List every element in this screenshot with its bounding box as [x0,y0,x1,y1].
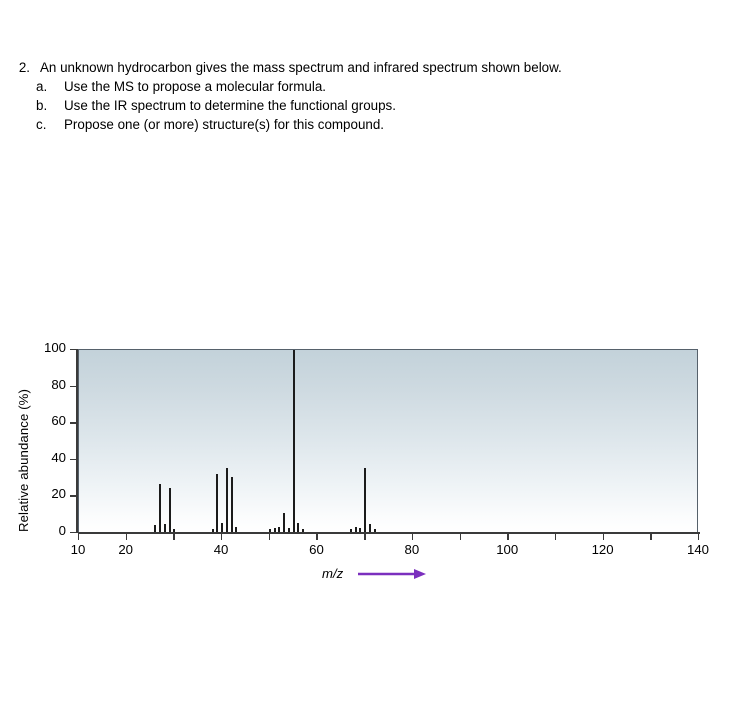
question-sub-item-a: a. Use the MS to propose a molecular for… [0,77,733,96]
ms-x-tick-label: 10 [70,542,86,557]
ms-direction-arrow-icon [358,569,426,579]
ms-plot-area [78,349,698,532]
ir-spectrum-figure: Transmittance (%) 0204060801004000350030… [0,420,733,680]
ms-x-tick [221,533,223,540]
ms-peak [354,527,357,532]
mass-spectrum-figure: Relative abundance (%) 10 20 40 60 80 100 120 1… [0,168,733,581]
ms-y-tick [70,495,77,497]
ms-peak [221,522,224,532]
ms-y-tick [70,422,77,424]
ms-peak [368,523,371,532]
ms-x-tick [364,533,366,540]
ms-y-tick [70,349,77,351]
ms-x-tick [459,533,461,540]
ms-peak [163,523,166,532]
sub-item-b-text: Use the IR spectrum to determine the fun… [64,98,396,113]
ms-y-tick-label: 40 [51,449,66,465]
ms-x-tick-label: 40 [213,542,229,557]
ms-peak [159,484,162,532]
ms-y-tick-label: 60 [51,413,66,429]
ms-peak [278,527,281,532]
ms-x-tick [507,533,509,540]
ms-peak [273,528,276,532]
sub-item-c-letter: c. [36,117,47,132]
ms-peak [359,528,362,532]
ms-x-tick-label: 120 [591,542,614,557]
ms-peak [292,350,295,532]
ms-x-tick [602,533,604,540]
ms-y-tick-label: 80 [51,376,66,392]
ms-x-tick [316,533,318,540]
question-stem-line: 2. An unknown hydrocarbon gives the mass… [0,58,733,77]
ms-y-tick-label: 100 [43,340,66,355]
question-sub-item-b: b. Use the IR spectrum to determine the … [0,96,733,115]
ms-x-tick [554,533,557,540]
ms-peak [297,522,300,532]
ms-y-tick [70,532,77,534]
sub-item-a-letter: a. [36,79,48,94]
ms-peak [349,529,352,532]
ms-x-tick-label: 80 [404,542,420,557]
question-number: 2. [18,60,30,75]
ms-peak [235,527,238,532]
question-sub-item-c: c. Propose one (or more) structure(s) fo… [0,115,733,134]
sub-item-c-text: Propose one (or more) structure(s) for t… [64,117,385,132]
ms-y-tick-label: 20 [51,486,66,502]
ms-peak [216,474,219,532]
ms-x-axis-label: m/z [322,566,344,581]
ms-y-axis-line [76,349,78,533]
ms-peak [364,467,367,532]
ms-x-tick [78,533,80,540]
question-block: 2. An unknown hydrocarbon gives the mass… [0,58,733,134]
ms-peak [168,488,171,532]
ms-peak [230,477,233,532]
ms-x-tick [650,533,652,540]
ms-x-tick [125,533,128,540]
sub-item-b-letter: b. [36,98,48,113]
ms-y-tick [70,385,77,387]
ms-peak [287,528,290,532]
sub-item-a-text: Use the MS to propose a molecular formul… [64,79,326,94]
ms-peak [173,529,176,532]
ms-x-axis-line [78,532,700,534]
ms-x-tick [698,533,700,540]
ms-x-tick-label: 20 [118,542,134,557]
ms-x-tick-label: 140 [686,542,709,557]
question-stem-text: An unknown hydrocarbon gives the mass sp… [40,60,562,75]
ms-y-tick [70,458,77,461]
ms-peak [225,467,228,532]
ms-y-tick-label: 0 [58,523,66,538]
ms-peak [302,529,305,532]
ms-x-tick-label: 100 [496,542,519,557]
ms-x-tick [173,533,175,540]
ms-x-tick-label: 60 [309,542,324,557]
ms-peak [283,512,286,532]
ms-peak [154,524,157,532]
ms-peak [211,529,214,532]
ms-peak [373,529,376,532]
ms-peak [268,529,271,532]
ms-x-tick [411,533,414,540]
ms-x-tick [268,533,271,540]
